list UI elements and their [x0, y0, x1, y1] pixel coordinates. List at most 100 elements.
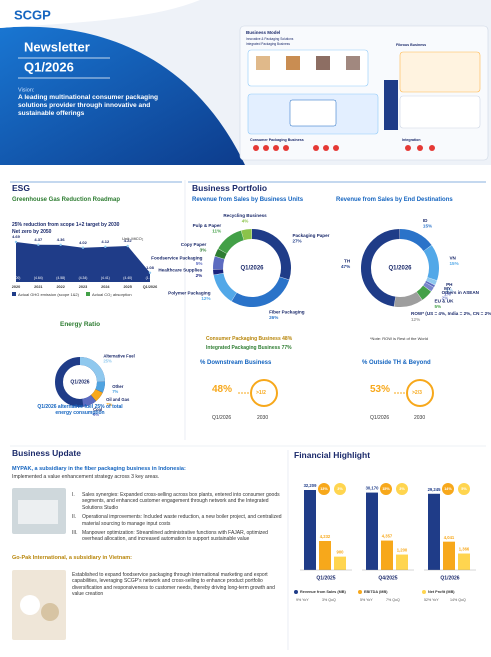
kpi-period: 2030: [257, 415, 269, 421]
segment-value: 2%: [442, 296, 449, 301]
intro: Implemented a value enhancement strategy…: [12, 474, 160, 480]
margin-label: 14%: [444, 487, 452, 491]
value-label: 4,357: [382, 534, 393, 539]
year-label: 2022: [56, 285, 64, 289]
donut-segment: [251, 229, 291, 280]
kpi-period: Q1/2026: [370, 415, 390, 421]
segment-name: Oil and Gas: [106, 397, 130, 402]
segment-name: Fiber Packaging: [269, 309, 305, 314]
kpi-title: % Downstream Business: [200, 360, 272, 366]
year-label: 2024: [101, 285, 110, 289]
donut-segment: [79, 357, 105, 383]
segment-value: 12%: [411, 317, 420, 322]
donut-segment: [95, 381, 105, 393]
bar: [458, 553, 470, 570]
segment-value: 26%: [269, 315, 278, 320]
integrated-share: Integrated Packaging Business 77%: [206, 345, 292, 351]
margin-label: 3%: [337, 487, 343, 491]
target-circle: [250, 379, 278, 407]
item-text: Operational improvements: Included waste…: [82, 514, 282, 527]
donut-segment: [399, 229, 432, 252]
absorption-label: (1.18): [146, 276, 155, 280]
icon: [346, 56, 360, 70]
legend-label: EBITDA (MB): [364, 590, 388, 594]
photo-detail: [20, 595, 40, 615]
donut-segment: [416, 285, 432, 300]
emission-point: [104, 245, 107, 249]
segment-name: Coal: [93, 407, 102, 412]
bar: [381, 540, 393, 570]
absorption-label: (5.00): [12, 276, 21, 280]
model-core: [289, 99, 337, 127]
kpi-value: 48%: [212, 384, 233, 395]
absorption-label: (4.58): [56, 276, 65, 280]
chart-title: Revenue from Sales by End Destinations: [336, 197, 453, 203]
marker: II.: [72, 514, 77, 521]
change-label: 7% QoQ: [386, 598, 400, 602]
donut-segment: [214, 248, 227, 260]
bar: [304, 490, 316, 570]
year-label: 2021: [34, 285, 42, 289]
donut-center: Q1/2026: [388, 266, 412, 272]
segment-name: VN: [449, 255, 456, 260]
segment-value: 27%: [292, 239, 301, 244]
margin-badge: [334, 483, 346, 495]
logo: SCGP: [14, 7, 51, 22]
legend-swatch: [86, 292, 90, 296]
segment-name: Polymer Packaging: [168, 290, 211, 295]
bar: [366, 492, 378, 570]
item-list: I. Sales synergies: Expanded cross-sellin…: [72, 492, 282, 543]
change-label: 9% YoY: [296, 598, 309, 602]
year-label: 2025: [123, 285, 131, 289]
donut-segment: [90, 389, 103, 402]
donut-center: Q1/2026: [70, 379, 89, 385]
segment-value: 12%: [201, 296, 210, 301]
donut-segment: [213, 273, 237, 302]
kpi-title: % Outside TH & Beyond: [362, 360, 431, 366]
photo-detail: [18, 500, 58, 524]
value-label: 4.22: [124, 238, 133, 243]
marker: I.: [72, 492, 75, 498]
segment-value: 15%: [423, 224, 432, 229]
bar: [443, 541, 455, 570]
consumer-share: Consumer Packaging Business 48%: [206, 336, 293, 342]
segment-value: 2%: [446, 287, 453, 292]
model-title: Business Model: [246, 30, 280, 35]
flags: [253, 145, 435, 151]
fibrous-label: Fibrous Business: [396, 43, 426, 47]
paragraph: Established to expand foodservice packag…: [72, 572, 275, 598]
item: III. Manpower optimization: Streamlined a…: [72, 530, 282, 543]
donut-segment: [213, 256, 225, 270]
model-bar: [384, 80, 398, 130]
absorption-label: (4.41): [101, 276, 110, 280]
vision: A leading multinational consumer packagi…: [18, 94, 159, 117]
value-label: 4.37: [34, 237, 43, 242]
absorption-label: (4.40): [123, 276, 132, 280]
legend-label: Net Profit (MB): [428, 590, 455, 594]
legend-swatch: [422, 590, 426, 594]
section-title: Financial Highlight: [294, 450, 371, 460]
segment-value: 47%: [341, 264, 350, 269]
model-panel: [399, 51, 481, 93]
item: II. Operational improvements: Included wa…: [72, 514, 282, 527]
segment-value: 15%: [449, 261, 458, 266]
legend: Actual CO₂ absorption: [92, 292, 132, 297]
year-label: Q1/2026: [143, 285, 158, 289]
section-title: ESG: [12, 183, 30, 193]
segment-value: 7%: [112, 389, 118, 394]
segment-value: 5%: [435, 304, 442, 309]
emission-point: [148, 271, 152, 274]
segment-value: 9%: [93, 412, 99, 417]
change-label: 5% YoY: [360, 598, 373, 602]
bar: [396, 554, 408, 570]
section-title: Business Update: [12, 448, 81, 458]
photo-detail: [41, 603, 59, 621]
icon: [256, 56, 270, 70]
segment-name: PH: [446, 282, 453, 287]
margin-badge: [442, 483, 454, 495]
segment-name: MY: [444, 286, 451, 291]
donut-segment: [425, 280, 435, 288]
value-label: 32,209: [304, 483, 317, 488]
